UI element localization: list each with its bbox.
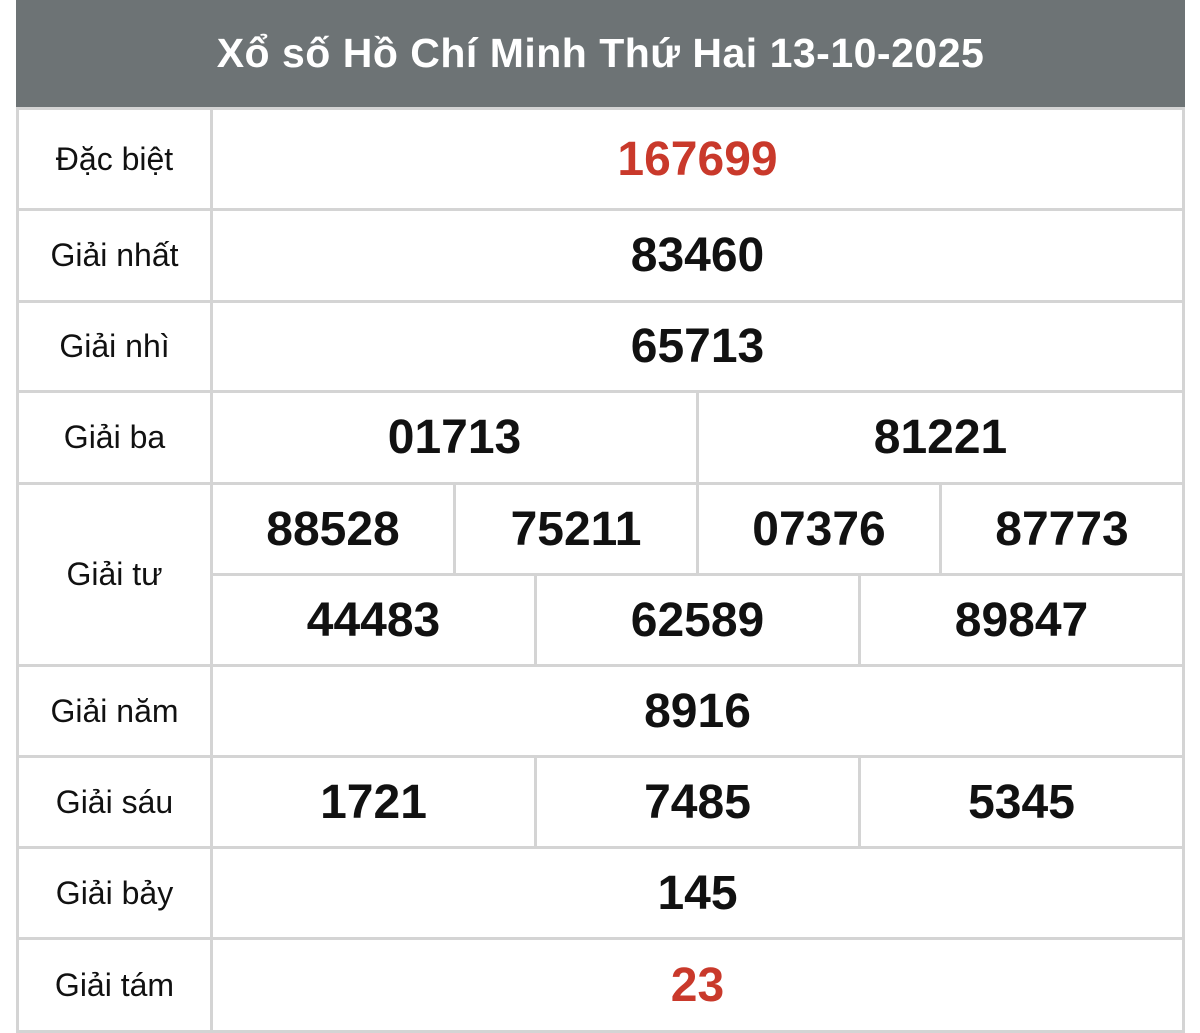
prize-number: 01713 <box>387 411 522 464</box>
prize-values: 01713 81221 <box>213 393 1182 482</box>
prize-number: 8916 <box>644 684 751 738</box>
prize-number: 65713 <box>630 320 765 373</box>
prize-values: 145 <box>213 849 1182 937</box>
prize-values: 65713 <box>213 303 1182 390</box>
prize-subrow: 167699 <box>213 110 1182 208</box>
prize-number: 62589 <box>534 576 858 664</box>
prize-row: Giải bảy 145 <box>16 849 1185 940</box>
page-title: Xổ số Hồ Chí Minh Thứ Hai 13-10-2025 <box>16 0 1185 110</box>
prize-row: Giải tư 88528 75211 07376 87773 44483 62589 898… <box>16 485 1185 667</box>
prize-values: 1721 7485 5345 <box>213 758 1182 846</box>
prize-number: 1721 <box>320 775 427 829</box>
prize-number: 145 <box>657 866 738 920</box>
prize-label: Giải năm <box>19 667 213 755</box>
prize-row: Giải nhì 65713 <box>16 303 1185 393</box>
prize-number: 07376 <box>696 485 939 573</box>
prize-number: 7485 <box>534 758 858 846</box>
prize-label: Đặc biệt <box>19 110 213 208</box>
prize-label: Giải ba <box>19 393 213 482</box>
prize-label: Giải tư <box>19 485 213 664</box>
prize-row: Đặc biệt 167699 <box>16 110 1185 211</box>
prize-label: Giải nhất <box>19 211 213 300</box>
prize-number: 75211 <box>453 485 696 573</box>
prize-row: Giải nhất 83460 <box>16 211 1185 303</box>
prize-label: Giải bảy <box>19 849 213 937</box>
prize-number: 87773 <box>939 485 1182 573</box>
prize-number: 44483 <box>306 593 441 647</box>
prize-subrow: 83460 <box>213 211 1182 300</box>
prize-number: 88528 <box>266 502 400 556</box>
prize-number: 81221 <box>696 393 1182 482</box>
prize-row: Giải năm 8916 <box>16 667 1185 758</box>
prize-subrow: 23 <box>213 940 1182 1030</box>
prize-label: Giải nhì <box>19 303 213 390</box>
prize-number: 83460 <box>630 229 765 282</box>
prize-number: 23 <box>670 958 725 1012</box>
prize-row: Giải ba 01713 81221 <box>16 393 1185 485</box>
prize-values: 83460 <box>213 211 1182 300</box>
prize-number: 89847 <box>858 576 1182 664</box>
prize-subrow: 1721 7485 5345 <box>213 758 1182 846</box>
prize-number: 5345 <box>858 758 1182 846</box>
prize-values: 167699 <box>213 110 1182 208</box>
prize-row: Giải tám 23 <box>16 940 1185 1033</box>
prize-values: 23 <box>213 940 1182 1030</box>
prize-subrow: 01713 81221 <box>213 393 1182 482</box>
prize-values: 88528 75211 07376 87773 44483 62589 89847 <box>213 485 1182 664</box>
prize-subrow: 88528 75211 07376 87773 <box>213 485 1182 573</box>
prize-subrow: 145 <box>213 849 1182 937</box>
prize-label: Giải tám <box>19 940 213 1030</box>
prize-subrow: 8916 <box>213 667 1182 755</box>
prize-row: Giải sáu 1721 7485 5345 <box>16 758 1185 849</box>
prize-subrow: 65713 <box>213 303 1182 390</box>
prize-label: Giải sáu <box>19 758 213 846</box>
lottery-results-table: Xổ số Hồ Chí Minh Thứ Hai 13-10-2025 Đặc… <box>16 0 1185 1033</box>
prize-subrow: 44483 62589 89847 <box>213 573 1182 664</box>
prize-number: 167699 <box>617 132 778 186</box>
prize-values: 8916 <box>213 667 1182 755</box>
